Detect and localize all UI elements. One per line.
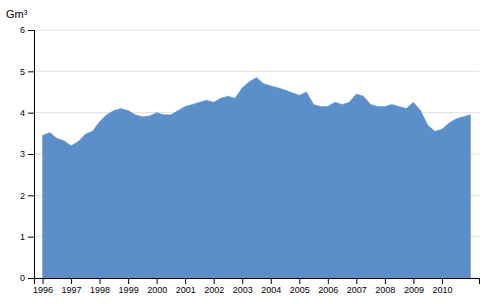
x-tick-mark — [128, 278, 129, 284]
x-tick: 1997 — [62, 278, 82, 295]
x-tick: 2008 — [375, 278, 395, 295]
x-tick-mark — [356, 278, 357, 284]
x-tick: 2004 — [261, 278, 281, 295]
x-tick-label: 2006 — [318, 285, 338, 295]
x-tick-label: 2003 — [233, 285, 253, 295]
marks — [43, 78, 471, 278]
y-tick: 4 — [20, 108, 34, 118]
x-axis-line — [35, 279, 480, 285]
y-tick: 3 — [20, 149, 34, 159]
x-tick-label: 2000 — [147, 285, 167, 295]
y-tick-label: 5 — [20, 67, 25, 77]
x-tick-label: 2009 — [404, 285, 424, 295]
x-axis: 1996 1997 1998 1999 2000 2001 2002 2003 2004 2005… — [33, 278, 479, 295]
x-tick: 2000 — [147, 278, 167, 295]
x-tick: 2001 — [176, 278, 196, 295]
y-tick-mark — [28, 195, 34, 196]
chart-svg: 1996 1997 1998 1999 2000 2001 2002 2003 2004 2005… — [0, 0, 493, 304]
y-tick: 2 — [20, 191, 34, 201]
x-tick: 1998 — [90, 278, 110, 295]
x-tick-mark — [413, 278, 414, 284]
x-tick: 2007 — [347, 278, 367, 295]
x-tick-mark — [328, 278, 329, 284]
x-tick-label: 2007 — [347, 285, 367, 295]
x-tick: 2005 — [290, 278, 310, 295]
y-tick: 5 — [20, 67, 34, 77]
x-tick-mark — [43, 278, 44, 284]
x-tick-mark — [442, 278, 443, 284]
x-tick-mark — [157, 278, 158, 284]
y-tick-mark — [28, 113, 34, 114]
x-tick-label: 2010 — [432, 285, 452, 295]
x-tick: 2009 — [404, 278, 424, 295]
grid-line — [34, 30, 479, 31]
x-tick-label: 2005 — [290, 285, 310, 295]
x-tick: 2006 — [318, 278, 338, 295]
y-tick-label: 4 — [20, 108, 25, 118]
x-tick-mark — [214, 278, 215, 284]
y-axis: 0 1 2 3 4 5 6 — [20, 25, 35, 283]
plot-area: 1996 1997 1998 1999 2000 2001 2002 2003 2004 2005… — [20, 25, 480, 295]
y-tick-mark — [28, 237, 34, 238]
y-tick-mark — [28, 71, 34, 72]
x-tick-label: 2008 — [375, 285, 395, 295]
y-tick: 1 — [20, 232, 34, 242]
grid — [34, 30, 479, 278]
chart-container: 1996 1997 1998 1999 2000 2001 2002 2003 2004 2005… — [0, 0, 493, 304]
x-tick-label: 2002 — [204, 285, 224, 295]
y-tick-mark — [28, 30, 34, 31]
x-tick-mark — [385, 278, 386, 284]
x-tick-mark — [299, 278, 300, 284]
x-tick: 1999 — [119, 278, 139, 295]
x-tick: 2010 — [432, 278, 452, 295]
grid-line — [34, 71, 479, 72]
x-tick: 2003 — [233, 278, 253, 295]
x-tick-label: 1997 — [62, 285, 82, 295]
x-tick-mark — [242, 278, 243, 284]
x-tick: 1996 — [33, 278, 53, 295]
y-tick: 0 — [20, 273, 34, 283]
x-tick-mark — [71, 278, 72, 284]
x-tick-label: 2004 — [261, 285, 281, 295]
y-tick-label: 3 — [20, 149, 25, 159]
y-axis-line — [28, 31, 35, 279]
x-tick-label: 1999 — [119, 285, 139, 295]
x-tick-label: 1998 — [90, 285, 110, 295]
x-tick-mark — [185, 278, 186, 284]
y-tick-mark — [28, 154, 34, 155]
area — [43, 78, 471, 278]
y-tick-label: 1 — [20, 232, 25, 242]
y-tick-mark — [28, 278, 34, 279]
x-tick-mark — [100, 278, 101, 284]
x-tick-label: 1996 — [33, 285, 53, 295]
y-tick-label: 6 — [20, 25, 25, 35]
x-tick-label: 2001 — [176, 285, 196, 295]
x-tick: 2002 — [204, 278, 224, 295]
y-tick: 6 — [20, 25, 34, 35]
y-axis-title: Gm³ — [6, 8, 28, 20]
y-tick-label: 2 — [20, 191, 25, 201]
y-tick-label: 0 — [20, 273, 25, 283]
x-tick-mark — [271, 278, 272, 284]
